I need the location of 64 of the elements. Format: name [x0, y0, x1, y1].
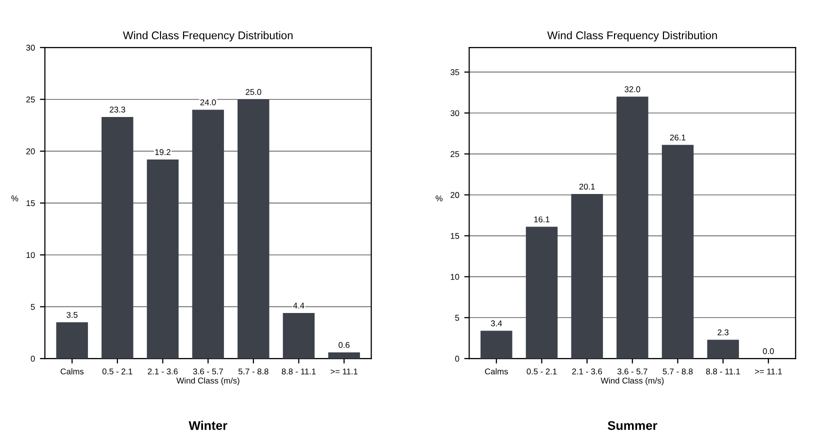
- bar: [146, 159, 179, 359]
- bar: [616, 96, 648, 359]
- data-label: 3.4: [490, 320, 502, 326]
- data-label: 16.1: [534, 216, 550, 222]
- data-label: 23.3: [110, 106, 126, 113]
- y-tick-label: 25: [26, 96, 35, 102]
- y-tick-label: 10: [26, 252, 35, 258]
- x-tick-label: 8.8 - 11.1: [706, 368, 740, 374]
- bar: [480, 330, 512, 359]
- bar: [102, 116, 134, 359]
- bar: [282, 312, 315, 359]
- x-axis-title: Wind Class (m/s): [600, 377, 664, 386]
- x-axis-title: Wind Class (m/s): [176, 377, 240, 386]
- data-label: 2.3: [718, 329, 728, 336]
- y-tick-label: 25: [450, 151, 460, 158]
- chart-title: Wind Class Frequency Distribution: [122, 31, 293, 42]
- y-tick-label: 20: [450, 192, 460, 198]
- y-axis-title: %: [11, 196, 18, 202]
- bar: [192, 110, 224, 359]
- y-axis-title: %: [436, 196, 443, 202]
- y-tick-label: 15: [26, 200, 35, 206]
- y-tick-label: 30: [26, 44, 35, 51]
- data-label: 19.2: [155, 149, 170, 156]
- x-tick-label: 5.7 - 8.8: [662, 368, 693, 374]
- data-label: 24.0: [200, 99, 216, 106]
- data-label: 32.0: [624, 86, 640, 92]
- x-tick-label: 5.7 - 8.8: [238, 368, 268, 374]
- y-tick-label: 0: [30, 356, 35, 362]
- bar: [571, 194, 603, 359]
- x-tick-label: >= 11.1: [754, 368, 782, 374]
- data-label: 3.5: [66, 312, 78, 318]
- x-tick-label: Calms: [485, 368, 508, 374]
- y-tick-label: 5: [455, 314, 460, 321]
- x-tick-label: 8.8 - 11.1: [282, 368, 316, 374]
- x-tick-label: 0.5 - 2.1: [102, 368, 132, 374]
- x-tick-label: >= 11.1: [330, 368, 358, 374]
- data-label: 26.1: [670, 134, 686, 140]
- y-tick-label: 5: [30, 304, 35, 310]
- data-label: 20.1: [579, 184, 595, 190]
- y-tick-label: 20: [26, 148, 35, 154]
- text: Summer: [608, 421, 658, 430]
- x-tick-label: 3.6 - 5.7: [193, 368, 223, 374]
- bar: [526, 226, 558, 359]
- data-label: 0.6: [338, 342, 350, 348]
- y-tick-label: 35: [450, 69, 460, 76]
- bar: [238, 99, 270, 359]
- bar: [662, 144, 694, 359]
- y-tick-label: 0: [455, 356, 460, 362]
- data-label: 25.0: [246, 89, 262, 95]
- data-label: 4.4: [293, 302, 304, 308]
- bar: [328, 352, 360, 359]
- chart-title: Wind Class Frequency Distribution: [547, 31, 717, 42]
- bar: [56, 322, 88, 359]
- x-tick-label: 2.1 - 3.6: [572, 368, 602, 374]
- data-label: 0.0: [762, 348, 774, 354]
- y-tick-label: 15: [450, 233, 460, 239]
- y-tick-label: 10: [450, 274, 460, 280]
- x-tick-label: 2.1 - 3.6: [148, 368, 178, 374]
- x-tick-label: 0.5 - 2.1: [526, 368, 557, 374]
- text: Winter: [188, 420, 228, 430]
- bar: [707, 340, 739, 359]
- x-tick-label: 3.6 - 5.7: [617, 368, 648, 374]
- x-tick-label: Calms: [60, 368, 84, 374]
- y-tick-label: 30: [450, 110, 460, 116]
